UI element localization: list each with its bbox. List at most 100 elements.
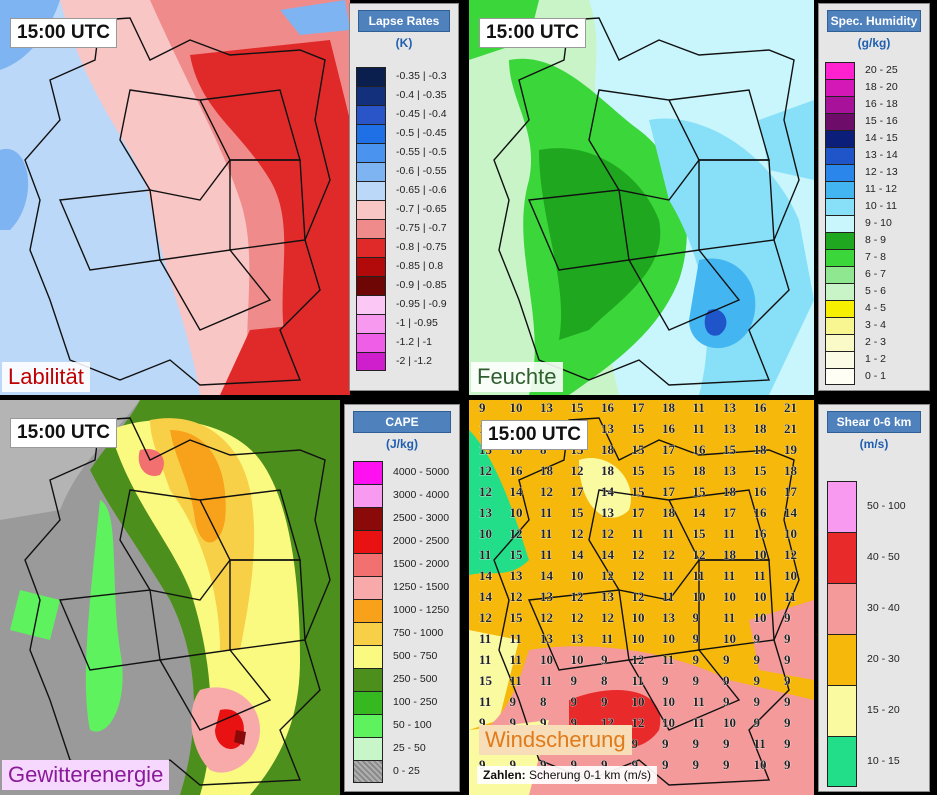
legend-swatch [356,143,386,162]
shear-number: 10 [662,631,675,646]
legend-swatch [356,181,386,200]
legend-swatch [356,162,386,181]
shear-number: 17 [632,400,646,415]
legend-label: 2500 - 3000 [393,512,450,524]
shear-number: 18 [754,421,768,436]
legend-swatch [827,634,857,685]
shear-number: 10 [723,631,736,646]
humidity-legend-title: Spec. Humidity [827,10,921,32]
shear-number: 13 [723,463,737,478]
shear-number: 13 [723,400,737,415]
legend-swatch [353,576,383,599]
legend-label: 750 - 1000 [393,627,444,639]
shear-number: 12 [571,463,584,478]
legend-swatch [825,300,855,317]
shear-number: 9 [693,610,700,625]
cape-time-label: 15:00 UTC [10,418,117,448]
shear-number: 12 [479,610,492,625]
legend-label: 1 - 2 [865,353,887,365]
shear-number: 9 [693,631,700,646]
shear-number: 8 [540,694,547,709]
shear-number: 10 [723,589,736,604]
shear-number: 9 [662,673,669,688]
shear-number: 12 [510,589,523,604]
shear-number: 9 [693,736,700,751]
shear-number: 10 [662,694,675,709]
shear-number: 11 [540,547,552,562]
shear-number: 18 [601,442,615,457]
shear-number: 9 [662,736,669,751]
shear-number: 12 [540,610,553,625]
shear-number: 9 [723,736,730,751]
shear-number: 9 [571,757,578,772]
shear-number: 9 [693,757,700,772]
shear-time-label: 15:00 UTC [481,420,588,450]
legend-label: 9 - 10 [865,217,892,229]
shear-number: 11 [601,631,613,646]
shear-number: 17 [662,484,676,499]
shear-number: 9 [571,673,578,688]
cape-map [0,400,340,795]
legend-swatch [825,62,855,79]
legend-label: 16 - 18 [865,98,898,110]
shear-number: 10 [662,715,675,730]
cape-legend-title: CAPE [353,411,451,433]
shear-number: 9 [510,757,517,772]
lapse-rate-panel: 15:00 UTC Labilität Lapse Rates (K) -0.3… [0,0,464,395]
legend-label: 8 - 9 [865,234,887,246]
legend-swatch [825,317,855,334]
legend-swatch [825,113,855,130]
legend-label: 11 - 12 [865,183,897,195]
legend-label: -0.35 | -0.3 [396,70,447,82]
shear-number: 9 [693,673,700,688]
shear-number: 15 [693,484,707,499]
shear-number: 11 [723,526,735,541]
shear-number: 12 [784,547,797,562]
shear-number: 14 [510,484,524,499]
shear-number: 10 [754,757,767,772]
legend-label: -0.9 | -0.85 [396,279,447,291]
cape-panel: 15:00 UTC Gewitterenergie CAPE (J/kg) 40… [0,400,464,795]
shear-number: 13 [540,631,554,646]
shear-number: 12 [601,610,614,625]
shear-number: 18 [754,442,768,457]
legend-swatch [356,238,386,257]
shear-number: 18 [540,463,554,478]
shear-number: 10 [632,631,645,646]
shear-panel: 9 10 13 15 16 17 18 11 13 16 21 10 13 12 12 13 15 16 11 13 1… [469,400,937,795]
shear-number: 11 [510,631,522,646]
shear-number: 15 [662,463,676,478]
legend-label: 30 - 40 [867,602,900,614]
shear-number: 16 [693,442,707,457]
shear-number: 10 [784,526,797,541]
shear-number: 18 [723,547,737,562]
shear-number: 14 [479,568,493,583]
legend-label: 1000 - 1250 [393,604,450,616]
lapse-legend: Lapse Rates (K) -0.35 | -0.3 -0.4 | -0.35… [349,3,459,391]
legend-label: 3 - 4 [865,319,887,331]
shear-number: 16 [662,421,676,436]
shear-number: 14 [601,547,615,562]
shear-number: 9 [754,673,761,688]
legend-label: 7 - 8 [865,251,887,263]
shear-note: Zahlen: Scherung 0-1 km (m/s) [477,766,658,784]
shear-number: 14 [540,568,554,583]
legend-label: 12 - 13 [865,166,898,178]
legend-swatch [356,200,386,219]
lapse-time-label: 15:00 UTC [10,18,117,48]
legend-label: 13 - 14 [865,149,898,161]
legend-label: 4 - 5 [865,302,887,314]
shear-number: 13 [723,421,737,436]
legend-label: -0.85 | 0.8 [396,260,444,272]
shear-number: 11 [723,610,735,625]
shear-number: 15 [510,547,524,562]
shear-number: 10 [754,610,767,625]
shear-number: 17 [571,484,585,499]
legend-swatch [353,691,383,714]
shear-number: 12 [632,547,645,562]
legend-label: -0.95 | -0.9 [396,298,447,310]
legend-label: 20 - 30 [867,653,900,665]
shear-number: 14 [693,505,707,520]
shear-number: 13 [601,505,615,520]
shear-number: 15 [632,442,646,457]
